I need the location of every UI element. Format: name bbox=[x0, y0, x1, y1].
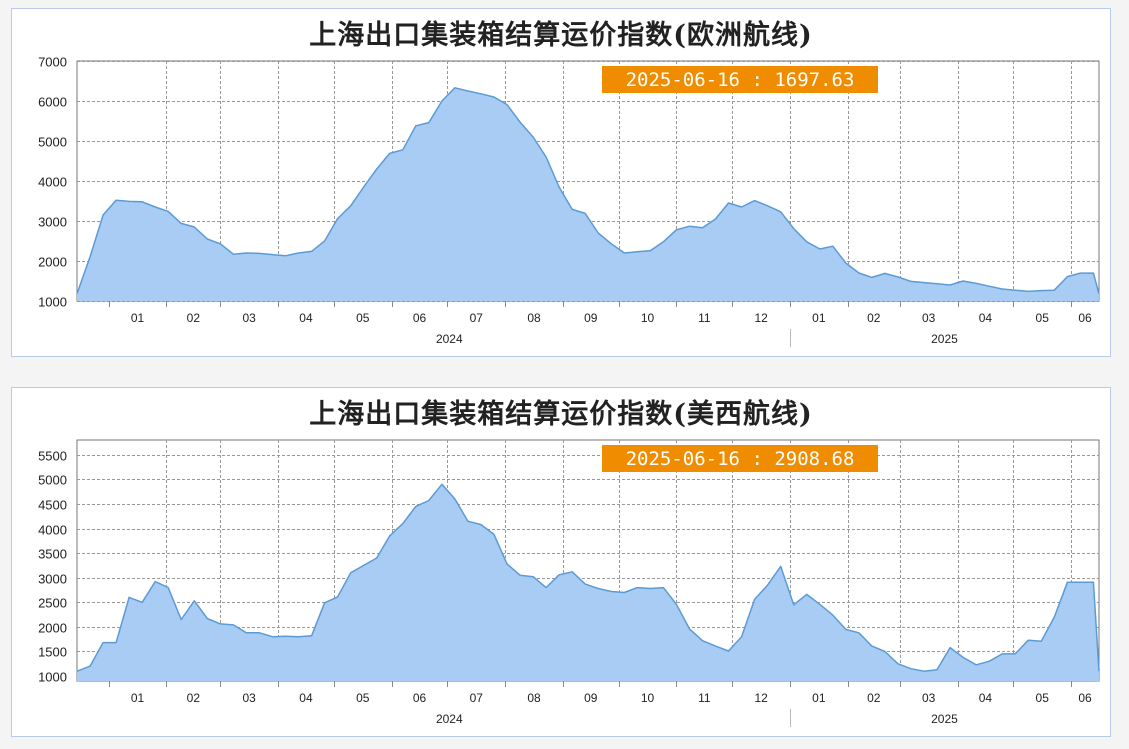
chart-panel-us-west: 上海出口集装箱结算运价指数(美西航线) 1000 1500 2000 2500 3000… bbox=[11, 387, 1111, 737]
x-month-label: 07 bbox=[470, 311, 484, 325]
x-year-label: 2025 bbox=[931, 332, 958, 346]
y-tick-label: 1000 bbox=[38, 670, 67, 685]
x-month-label: 07 bbox=[470, 691, 484, 705]
x-month-label: 02 bbox=[187, 311, 201, 325]
x-month-label: 06 bbox=[413, 691, 427, 705]
readout-text: 2025-06-16 : 1697.63 bbox=[626, 69, 855, 91]
x-month-label: 03 bbox=[243, 311, 257, 325]
x-month-label: 11 bbox=[698, 311, 711, 325]
x-month-label: 06 bbox=[1078, 311, 1092, 325]
x-month-label: 12 bbox=[754, 311, 768, 325]
x-month-label: 04 bbox=[979, 691, 993, 705]
x-month-label: 09 bbox=[584, 311, 598, 325]
y-tick-label: 1500 bbox=[38, 645, 67, 660]
y-tick-label: 6000 bbox=[38, 95, 67, 110]
chart-title: 上海出口集装箱结算运价指数(美西航线) bbox=[309, 399, 813, 430]
chart-panel-europe: 上海出口集装箱结算运价指数(欧洲航线) 1000 2000 3000 4000 5000… bbox=[11, 8, 1111, 357]
series-line bbox=[76, 483, 1100, 672]
y-tick-label: 2000 bbox=[38, 621, 67, 636]
x-month-label: 01 bbox=[812, 691, 826, 705]
x-month-label: 08 bbox=[527, 311, 541, 325]
y-tick-label: 4000 bbox=[38, 175, 67, 190]
y-tick-label: 4500 bbox=[38, 498, 67, 513]
x-month-label: 03 bbox=[922, 691, 936, 705]
x-month-label: 05 bbox=[1036, 691, 1050, 705]
y-tick-label: 2000 bbox=[38, 255, 67, 270]
x-month-label: 05 bbox=[1036, 311, 1050, 325]
series-area bbox=[77, 484, 1099, 681]
x-month-label: 10 bbox=[641, 691, 655, 705]
y-tick-label: 5000 bbox=[38, 473, 67, 488]
x-month-label: 10 bbox=[641, 311, 655, 325]
x-month-label: 03 bbox=[243, 691, 257, 705]
chart-title: 上海出口集装箱结算运价指数(欧洲航线) bbox=[309, 20, 813, 51]
chart-plot-europe: 1000 2000 3000 4000 5000 6000 7000 01 02 03 04 05 06… bbox=[38, 55, 1100, 347]
x-month-label: 11 bbox=[698, 691, 711, 705]
y-tick-label: 2500 bbox=[38, 596, 67, 611]
series-line bbox=[76, 87, 1100, 295]
x-month-label: 06 bbox=[413, 311, 427, 325]
x-month-label: 02 bbox=[867, 311, 881, 325]
chart-plot-us-west: 1000 1500 2000 2500 3000 3500 4000 4500 5000 5500… bbox=[38, 439, 1100, 727]
x-month-label: 04 bbox=[299, 691, 313, 705]
x-month-label: 05 bbox=[356, 691, 370, 705]
x-month-label: 12 bbox=[754, 691, 768, 705]
x-month-label: 03 bbox=[922, 311, 936, 325]
x-year-label: 2025 bbox=[931, 712, 958, 726]
y-tick-label: 3500 bbox=[38, 547, 67, 562]
y-tick-label: 3000 bbox=[38, 572, 67, 587]
x-month-label: 05 bbox=[356, 311, 370, 325]
x-month-label: 02 bbox=[867, 691, 881, 705]
series-area bbox=[77, 87, 1099, 301]
x-month-label: 04 bbox=[299, 311, 313, 325]
x-month-label: 04 bbox=[979, 311, 993, 325]
x-month-label: 01 bbox=[812, 311, 826, 325]
y-tick-label: 3000 bbox=[38, 215, 67, 230]
readout-box bbox=[602, 66, 878, 93]
x-year-label: 2024 bbox=[436, 332, 463, 346]
y-tick-label: 4000 bbox=[38, 523, 67, 538]
y-tick-label: 5500 bbox=[38, 449, 67, 464]
x-month-label: 02 bbox=[187, 691, 201, 705]
readout-box bbox=[602, 445, 878, 472]
y-tick-label: 5000 bbox=[38, 135, 67, 150]
readout-text: 2025-06-16 : 2908.68 bbox=[626, 448, 855, 470]
x-year-label: 2024 bbox=[436, 712, 463, 726]
y-tick-label: 1000 bbox=[38, 295, 67, 310]
x-month-label: 09 bbox=[584, 691, 598, 705]
x-month-label: 06 bbox=[1078, 691, 1092, 705]
x-month-label: 01 bbox=[131, 311, 145, 325]
x-month-label: 08 bbox=[527, 691, 541, 705]
y-tick-label: 7000 bbox=[38, 55, 67, 70]
x-month-label: 01 bbox=[131, 691, 145, 705]
